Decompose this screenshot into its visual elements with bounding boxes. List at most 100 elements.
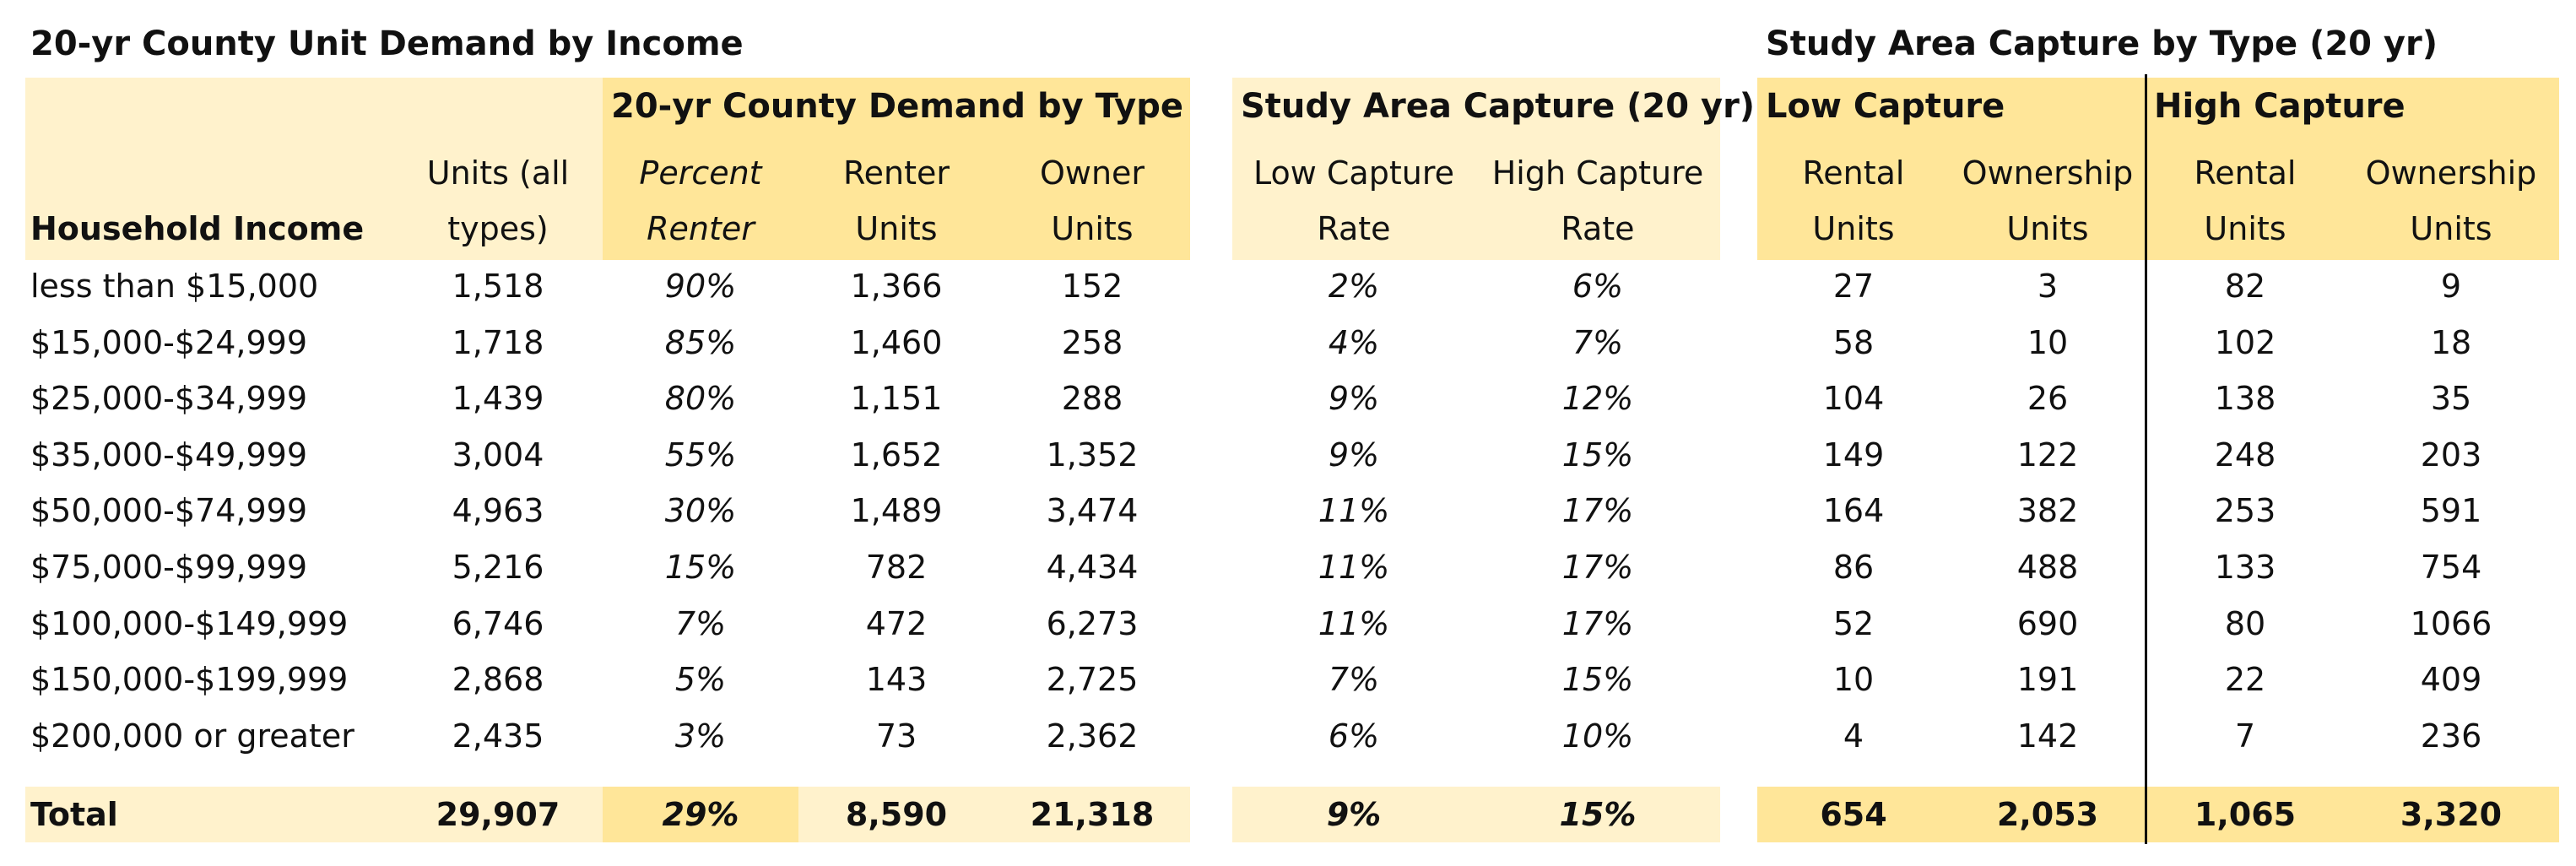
cell-high_rental-row-6: 133 bbox=[2214, 549, 2276, 586]
cell-pct-row-3: 80% bbox=[664, 380, 737, 418]
cell-low_rental-row-7: 52 bbox=[1832, 604, 1875, 642]
cell-low_own-row-5: 382 bbox=[2016, 492, 2079, 530]
cell-owner-row-3: 288 bbox=[1061, 380, 1123, 418]
total-owner: 21,318 bbox=[1030, 796, 1155, 833]
total-band-demand bbox=[798, 787, 1190, 842]
total-income: Total bbox=[30, 796, 118, 833]
cell-units-row-1: 1,518 bbox=[452, 268, 544, 305]
cell-high_own-row-8: 409 bbox=[2420, 661, 2482, 699]
cell-low_own-row-1: 3 bbox=[2037, 268, 2059, 305]
cell-high_rate-row-1: 6% bbox=[1572, 268, 1624, 305]
cell-owner-row-6: 4,434 bbox=[1046, 549, 1139, 586]
cell-low_rental-row-8: 10 bbox=[1832, 661, 1875, 699]
cell-low_rental-row-2: 58 bbox=[1832, 323, 1875, 361]
cell-income-row-8: $150,000-$199,999 bbox=[30, 661, 349, 699]
cell-units-row-7: 6,746 bbox=[452, 604, 544, 642]
cell-owner-row-5: 3,474 bbox=[1046, 492, 1139, 530]
cell-renter-row-3: 1,151 bbox=[850, 380, 943, 418]
header-owner-line1: Owner bbox=[1039, 154, 1145, 192]
cell-owner-row-7: 6,273 bbox=[1046, 604, 1139, 642]
header-pct-line2: Renter bbox=[647, 210, 755, 247]
cell-high_rental-row-5: 253 bbox=[2214, 492, 2276, 530]
cell-low_own-row-3: 26 bbox=[2027, 380, 2069, 418]
cell-low_rate-row-5: 11% bbox=[1318, 492, 1390, 530]
cell-high_own-row-1: 9 bbox=[2440, 268, 2462, 305]
cell-low_own-row-8: 191 bbox=[2016, 661, 2079, 699]
cell-pct-row-8: 5% bbox=[674, 661, 727, 699]
cell-low_own-row-6: 488 bbox=[2016, 549, 2079, 586]
header-renter-line1: Renter bbox=[842, 154, 950, 192]
header-low_rate-line1: Low Capture bbox=[1253, 154, 1454, 192]
cell-high_rental-row-9: 7 bbox=[2234, 717, 2256, 755]
header-units-line2: types) bbox=[447, 210, 549, 247]
cell-high_own-row-2: 18 bbox=[2430, 323, 2472, 361]
cell-owner-row-2: 258 bbox=[1061, 323, 1123, 361]
cell-renter-row-1: 1,366 bbox=[850, 268, 943, 305]
cell-low_rental-row-9: 4 bbox=[1843, 717, 1864, 755]
cell-high_rate-row-6: 17% bbox=[1561, 549, 1634, 586]
total-band-study-capture bbox=[1232, 787, 1720, 842]
header-band-income bbox=[25, 78, 603, 260]
total-band-pct bbox=[603, 787, 798, 842]
cell-units-row-2: 1,718 bbox=[452, 323, 544, 361]
header-low_rental-line1: Rental bbox=[1802, 154, 1905, 192]
cell-high_own-row-3: 35 bbox=[2430, 380, 2472, 418]
cell-low_own-row-4: 122 bbox=[2016, 436, 2079, 474]
cell-income-row-5: $50,000-$74,999 bbox=[30, 492, 307, 530]
header-low_rental-line2: Units bbox=[1812, 210, 1895, 247]
cell-low_rate-row-9: 6% bbox=[1328, 717, 1380, 755]
cell-pct-row-5: 30% bbox=[664, 492, 737, 530]
cell-low_rental-row-1: 27 bbox=[1832, 268, 1875, 305]
total-low_own: 2,053 bbox=[1996, 796, 2099, 833]
group-low-capture: Low Capture bbox=[1766, 87, 2005, 126]
cell-income-row-2: $15,000-$24,999 bbox=[30, 323, 307, 361]
cell-income-row-3: $25,000-$34,999 bbox=[30, 380, 307, 418]
header-high_rate-line2: Rate bbox=[1561, 210, 1635, 247]
cell-renter-row-5: 1,489 bbox=[850, 492, 943, 530]
cell-income-row-9: $200,000 or greater bbox=[30, 717, 354, 755]
cell-pct-row-9: 3% bbox=[674, 717, 727, 755]
cell-owner-row-1: 152 bbox=[1061, 268, 1123, 305]
cell-high_own-row-7: 1066 bbox=[2410, 604, 2492, 642]
cell-units-row-8: 2,868 bbox=[452, 661, 544, 699]
cell-low_rate-row-8: 7% bbox=[1328, 661, 1380, 699]
header-high_rental-line2: Units bbox=[2204, 210, 2286, 247]
total-renter: 8,590 bbox=[845, 796, 948, 833]
cell-low_rental-row-4: 149 bbox=[1822, 436, 1885, 474]
cell-owner-row-8: 2,725 bbox=[1046, 661, 1139, 699]
header-units-line1: Units (all bbox=[426, 154, 570, 192]
total-band-income bbox=[25, 787, 603, 842]
cell-owner-row-9: 2,362 bbox=[1046, 717, 1139, 755]
header-high_rate-line1: High Capture bbox=[1491, 154, 1704, 192]
cell-high_rental-row-8: 22 bbox=[2224, 661, 2266, 699]
cell-owner-row-4: 1,352 bbox=[1046, 436, 1139, 474]
cell-low_rate-row-3: 9% bbox=[1328, 380, 1380, 418]
cell-low_rate-row-2: 4% bbox=[1328, 323, 1380, 361]
cell-units-row-4: 3,004 bbox=[452, 436, 544, 474]
header-band-study-capture bbox=[1232, 78, 1720, 260]
header-high_own-line1: Ownership bbox=[2365, 154, 2537, 192]
cell-high_rate-row-5: 17% bbox=[1561, 492, 1634, 530]
cell-high_rental-row-3: 138 bbox=[2214, 380, 2276, 418]
cell-renter-row-8: 143 bbox=[865, 661, 928, 699]
header-high_own-line2: Units bbox=[2410, 210, 2492, 247]
header-pct-line1: Percent bbox=[639, 154, 762, 192]
cell-low_rental-row-5: 164 bbox=[1822, 492, 1885, 530]
cell-low_rate-row-1: 2% bbox=[1328, 268, 1380, 305]
cell-renter-row-7: 472 bbox=[865, 604, 928, 642]
header-band-capture-type bbox=[1757, 78, 2559, 260]
cell-high_own-row-5: 591 bbox=[2420, 492, 2482, 530]
cell-units-row-6: 5,216 bbox=[452, 549, 544, 586]
cell-units-row-3: 1,439 bbox=[452, 380, 544, 418]
group-study-capture: Study Area Capture (20 yr) bbox=[1241, 87, 1756, 126]
cell-units-row-9: 2,435 bbox=[452, 717, 544, 755]
cell-low_rental-row-6: 86 bbox=[1832, 549, 1875, 586]
header-renter-line2: Units bbox=[855, 210, 938, 247]
header-low_own-line2: Units bbox=[2006, 210, 2089, 247]
cell-high_own-row-4: 203 bbox=[2420, 436, 2482, 474]
header-low_own-line1: Ownership bbox=[1962, 154, 2134, 192]
cell-low_rate-row-7: 11% bbox=[1318, 604, 1390, 642]
total-high_rate: 15% bbox=[1559, 796, 1637, 833]
cell-low_rate-row-6: 11% bbox=[1318, 549, 1390, 586]
cell-income-row-6: $75,000-$99,999 bbox=[30, 549, 307, 586]
